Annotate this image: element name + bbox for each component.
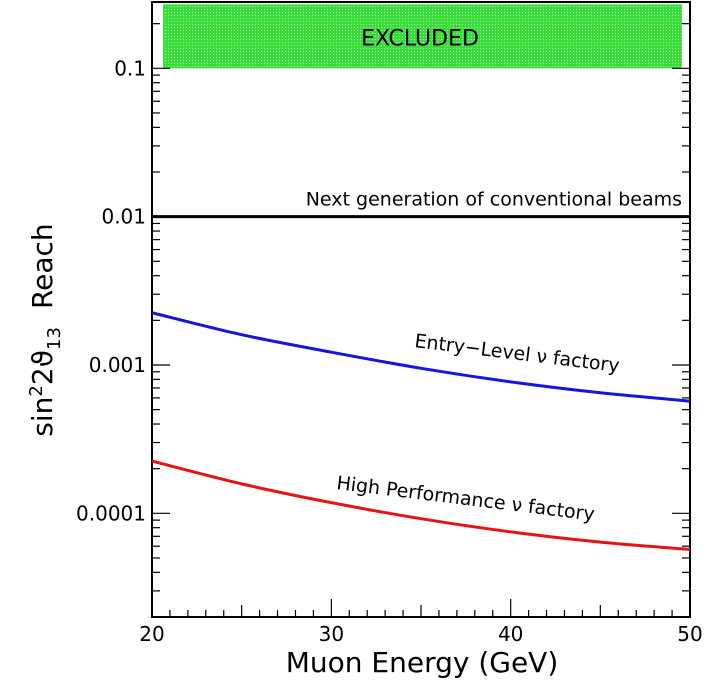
series-line-2	[151, 459, 691, 552]
excluded-band-layer: EXCLUDED	[163, 4, 682, 69]
excluded-label: EXCLUDED	[361, 26, 479, 51]
x-tick-label: 40	[498, 622, 523, 646]
y-axis-title-reach: Reach	[26, 223, 59, 309]
y-tick-label: 0.01	[101, 205, 146, 229]
y-axis-title-sin: sin	[26, 397, 59, 437]
excluded-region	[163, 4, 682, 69]
y-tick-label: 0.1	[114, 56, 146, 80]
y-tick-label: 0.001	[89, 353, 146, 377]
x-tick-label: 20	[139, 622, 164, 646]
x-tick-label: 50	[677, 622, 702, 646]
label-conventional-beams: Next generation of conventional beams	[306, 189, 682, 211]
label-high-performance-factory: High Performance ν factory	[335, 472, 595, 525]
y-axis-title: sin22ϑ13 Reach	[26, 223, 65, 436]
y-axis-title-theta: 2ϑ	[26, 350, 59, 385]
series-line-1	[151, 311, 691, 403]
y-axis-title-sup: 2	[26, 385, 47, 396]
y-axis-title-sub: 13	[44, 327, 65, 350]
x-axis-title: Muon Energy (GeV)	[286, 646, 559, 679]
x-tick-label: 30	[319, 622, 344, 646]
y-tick-label: 0.0001	[76, 501, 146, 525]
tick-layer: 20 30 40 50 0.1 0.01 0.001 0.0001	[76, 23, 703, 646]
plot-frame	[151, 1, 691, 618]
label-entry-level-factory: Entry−Level ν factory	[413, 330, 620, 377]
series-layer	[151, 215, 691, 552]
